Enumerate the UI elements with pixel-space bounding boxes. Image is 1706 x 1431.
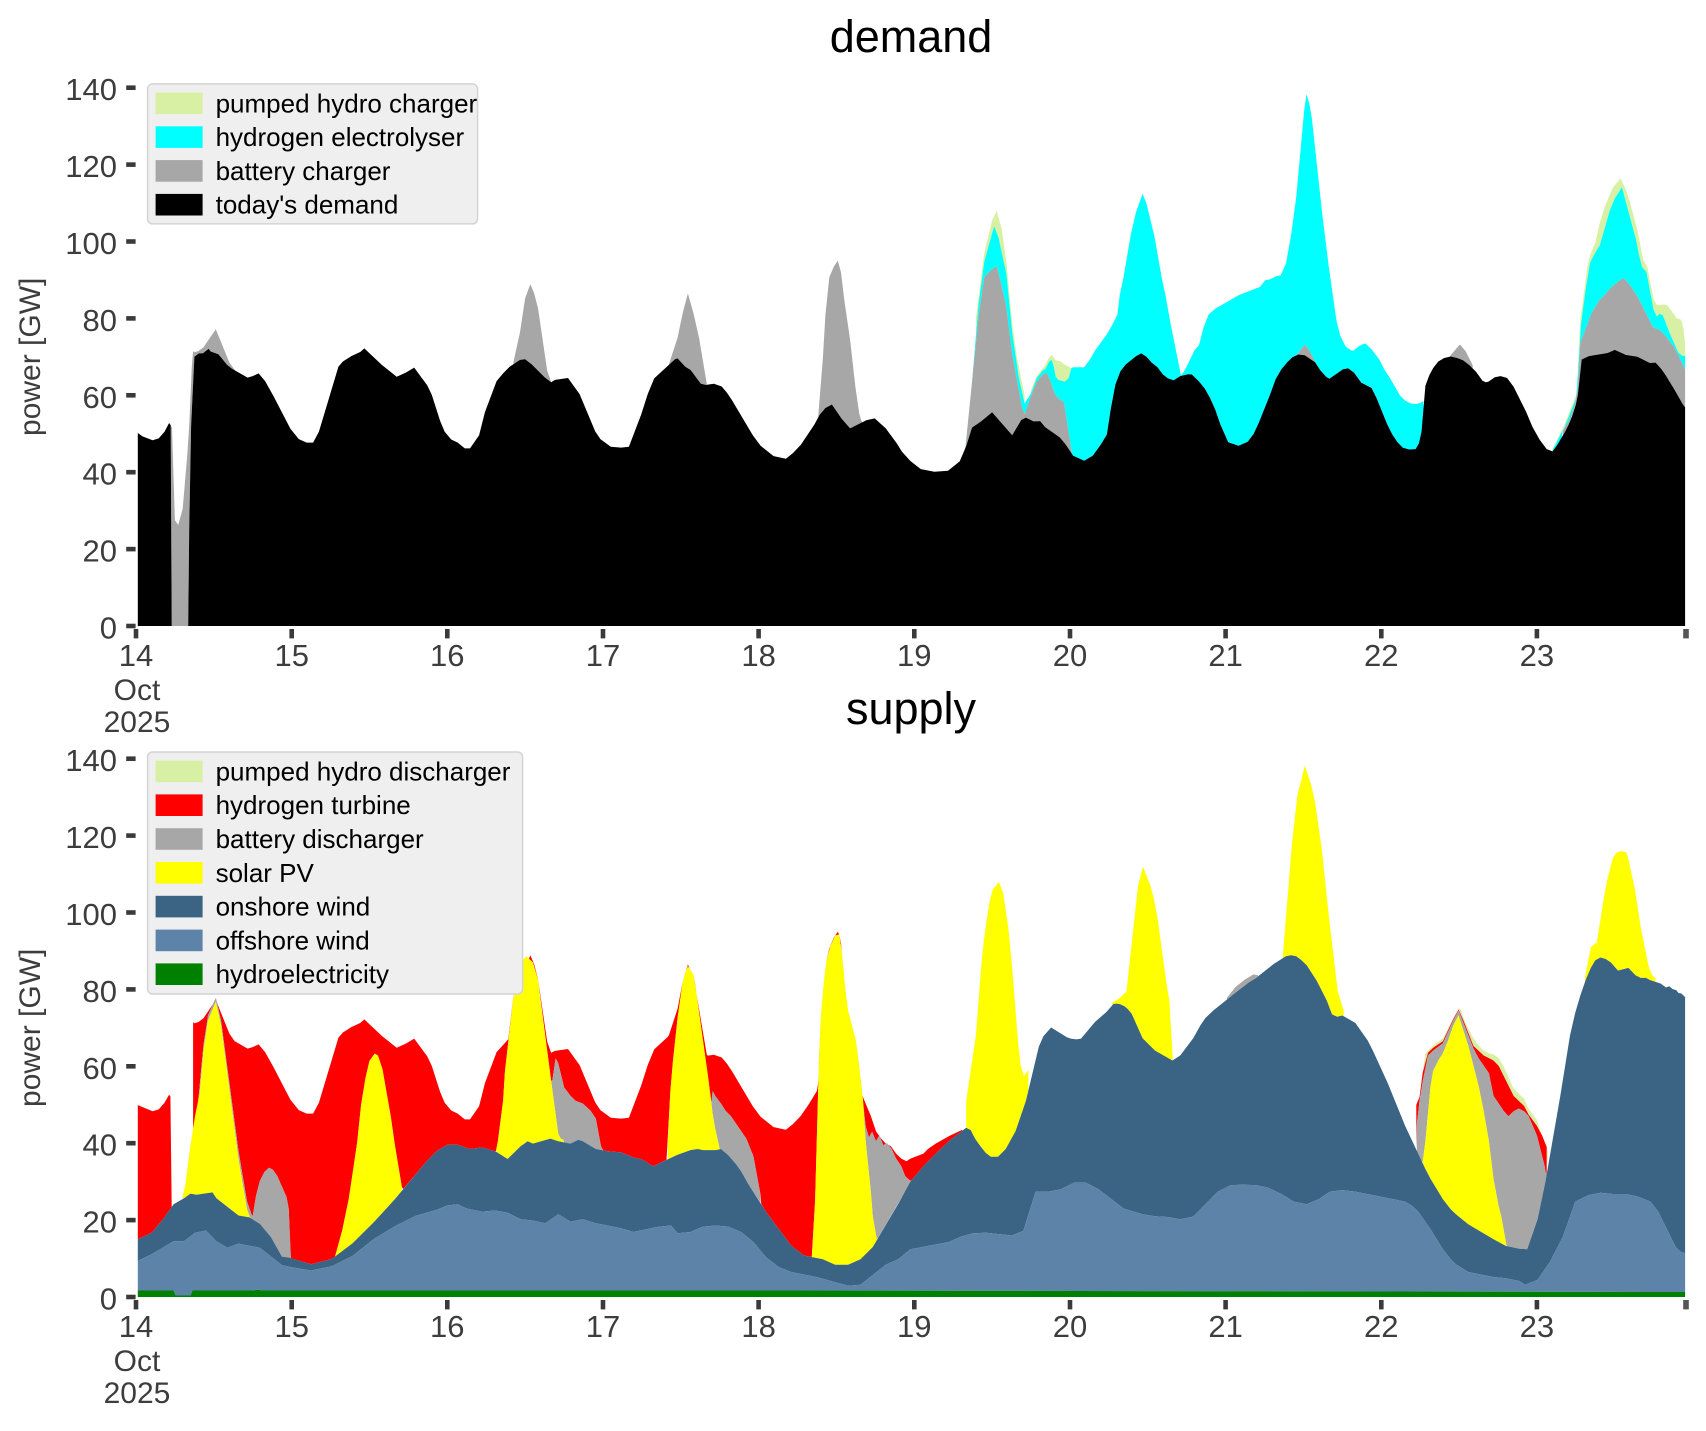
svg-text:battery charger: battery charger [216,156,391,186]
svg-text:today's demand: today's demand [216,190,399,220]
svg-text:20: 20 [83,534,117,569]
svg-text:23: 23 [1520,1309,1554,1344]
svg-text:solar PV: solar PV [216,858,315,888]
svg-text:15: 15 [274,638,308,673]
svg-text:17: 17 [586,638,620,673]
svg-text:140: 140 [65,743,117,778]
svg-text:pumped hydro discharger: pumped hydro discharger [216,756,511,786]
svg-text:21: 21 [1208,1309,1242,1344]
svg-text:20: 20 [1053,1309,1087,1344]
svg-text:18: 18 [741,638,775,673]
svg-text:hydrogen turbine: hydrogen turbine [216,790,411,820]
svg-text:80: 80 [83,303,117,338]
svg-text:hydroelectricity: hydroelectricity [216,959,389,989]
svg-text:battery discharger: battery discharger [216,824,424,854]
svg-text:power [GW]: power [GW] [14,278,47,436]
svg-text:supply: supply [846,683,977,734]
svg-text:120: 120 [65,149,117,184]
svg-text:20: 20 [83,1205,117,1240]
svg-text:60: 60 [83,1051,117,1086]
svg-text:16: 16 [430,638,464,673]
svg-text:Oct: Oct [114,674,161,707]
svg-text:14: 14 [119,638,153,673]
svg-text:140: 140 [65,72,117,107]
svg-text:power [GW]: power [GW] [14,949,47,1107]
svg-text:22: 22 [1364,1309,1398,1344]
svg-text:22: 22 [1364,638,1398,673]
svg-text:17: 17 [586,1309,620,1344]
svg-text:80: 80 [83,974,117,1009]
svg-text:21: 21 [1208,638,1242,673]
svg-text:onshore wind: onshore wind [216,892,371,922]
svg-text:20: 20 [1053,638,1087,673]
svg-text:0: 0 [100,611,117,646]
svg-text:60: 60 [83,380,117,415]
svg-text:40: 40 [83,1128,117,1163]
svg-text:120: 120 [65,820,117,855]
svg-text:19: 19 [897,1309,931,1344]
svg-text:pumped hydro charger: pumped hydro charger [216,88,478,118]
svg-text:demand: demand [830,11,993,62]
svg-text:hydrogen electrolyser: hydrogen electrolyser [216,122,465,152]
svg-text:18: 18 [741,1309,775,1344]
svg-text:2025: 2025 [104,1377,171,1410]
svg-text:0: 0 [100,1282,117,1317]
svg-text:offshore wind: offshore wind [216,925,370,955]
svg-text:100: 100 [65,226,117,261]
svg-text:100: 100 [65,897,117,932]
svg-text:40: 40 [83,457,117,492]
svg-text:23: 23 [1520,638,1554,673]
svg-text:14: 14 [119,1309,153,1344]
svg-text:Oct: Oct [114,1345,161,1378]
svg-text:19: 19 [897,638,931,673]
svg-text:15: 15 [274,1309,308,1344]
svg-text:2025: 2025 [104,706,171,739]
svg-text:16: 16 [430,1309,464,1344]
